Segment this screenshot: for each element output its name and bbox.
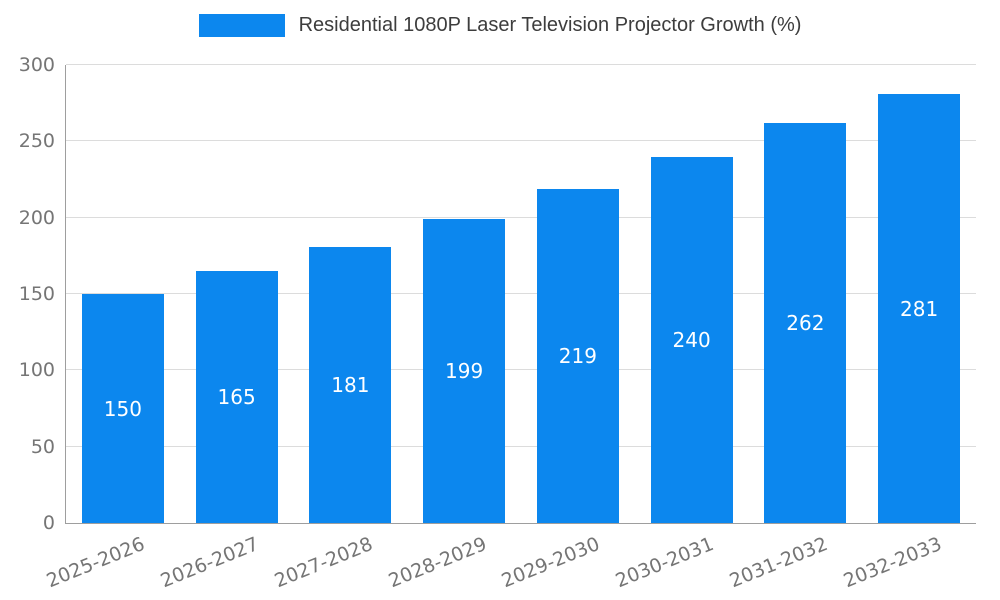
y-axis-tick-label: 50: [30, 435, 55, 458]
bar-2028-2029: 199: [423, 219, 506, 523]
y-axis-tick-label: 100: [18, 359, 55, 382]
bar-2031-2032: 262: [764, 123, 847, 523]
gridline: [66, 64, 976, 65]
bar-slot: 199: [407, 65, 521, 523]
bars-layer: 150 165 181 199 219 240 262 281: [66, 65, 976, 523]
x-axis-tick-label: 2030-2031: [612, 533, 717, 593]
y-axis-tick-label: 250: [18, 130, 55, 153]
bar-value-label: 150: [103, 396, 142, 421]
y-axis-tick-label: 300: [18, 54, 55, 76]
bar-2030-2031: 240: [650, 156, 733, 523]
x-axis-tick-label: 2027-2028: [271, 533, 376, 593]
gridline: [66, 445, 976, 447]
bar-value-label: 262: [786, 311, 825, 335]
bar-value-label: 181: [331, 372, 370, 397]
gridline: [66, 293, 976, 294]
x-axis-tick-label: 2025-2026: [43, 533, 149, 593]
gridline: [66, 369, 976, 371]
bar-2025-2026: 150: [81, 294, 164, 523]
bar-slot: 240: [635, 65, 749, 523]
gridline: [66, 140, 976, 142]
chart-title: Residential 1080P Laser Television Proje…: [298, 14, 802, 36]
bar-slot: 150: [66, 65, 180, 523]
bar-value-label: 199: [445, 359, 484, 384]
legend-swatch: [198, 14, 285, 37]
bar-value-label: 240: [672, 327, 711, 352]
bar-value-label: 165: [217, 385, 256, 410]
y-axis-tick-label: 150: [18, 283, 55, 305]
gridlines-layer: [66, 64, 976, 523]
bar-2032-2033: 281: [878, 94, 961, 523]
bar-slot: 262: [749, 65, 863, 523]
x-axis-tick-label: 2028-2029: [385, 533, 490, 593]
x-axis-tick-label: 2032-2033: [840, 533, 945, 593]
chart-legend[interactable]: Residential 1080P Laser Television Proje…: [0, 14, 1000, 37]
bar-2029-2030: 219: [536, 188, 619, 523]
bar-slot: 165: [180, 65, 294, 523]
bar-2026-2027: 165: [195, 271, 278, 523]
bar-value-label: 281: [900, 296, 939, 321]
x-axis-tick-label: 2029-2030: [498, 533, 604, 593]
plot-area: 150 165 181 199 219 240 262 281: [65, 64, 976, 524]
bar-slot: 219: [521, 65, 635, 523]
bar-value-label: 219: [558, 343, 597, 368]
bar-slot: 281: [862, 65, 976, 523]
y-axis-tick-label: 200: [18, 206, 55, 229]
x-axis-tick-label: 2026-2027: [157, 533, 262, 593]
gridline: [66, 216, 976, 218]
y-axis-tick-label: 0: [42, 512, 55, 534]
bar-slot: 181: [294, 65, 408, 523]
x-axis-tick-label: 2031-2032: [726, 533, 831, 593]
bar-2027-2028: 181: [309, 246, 392, 523]
